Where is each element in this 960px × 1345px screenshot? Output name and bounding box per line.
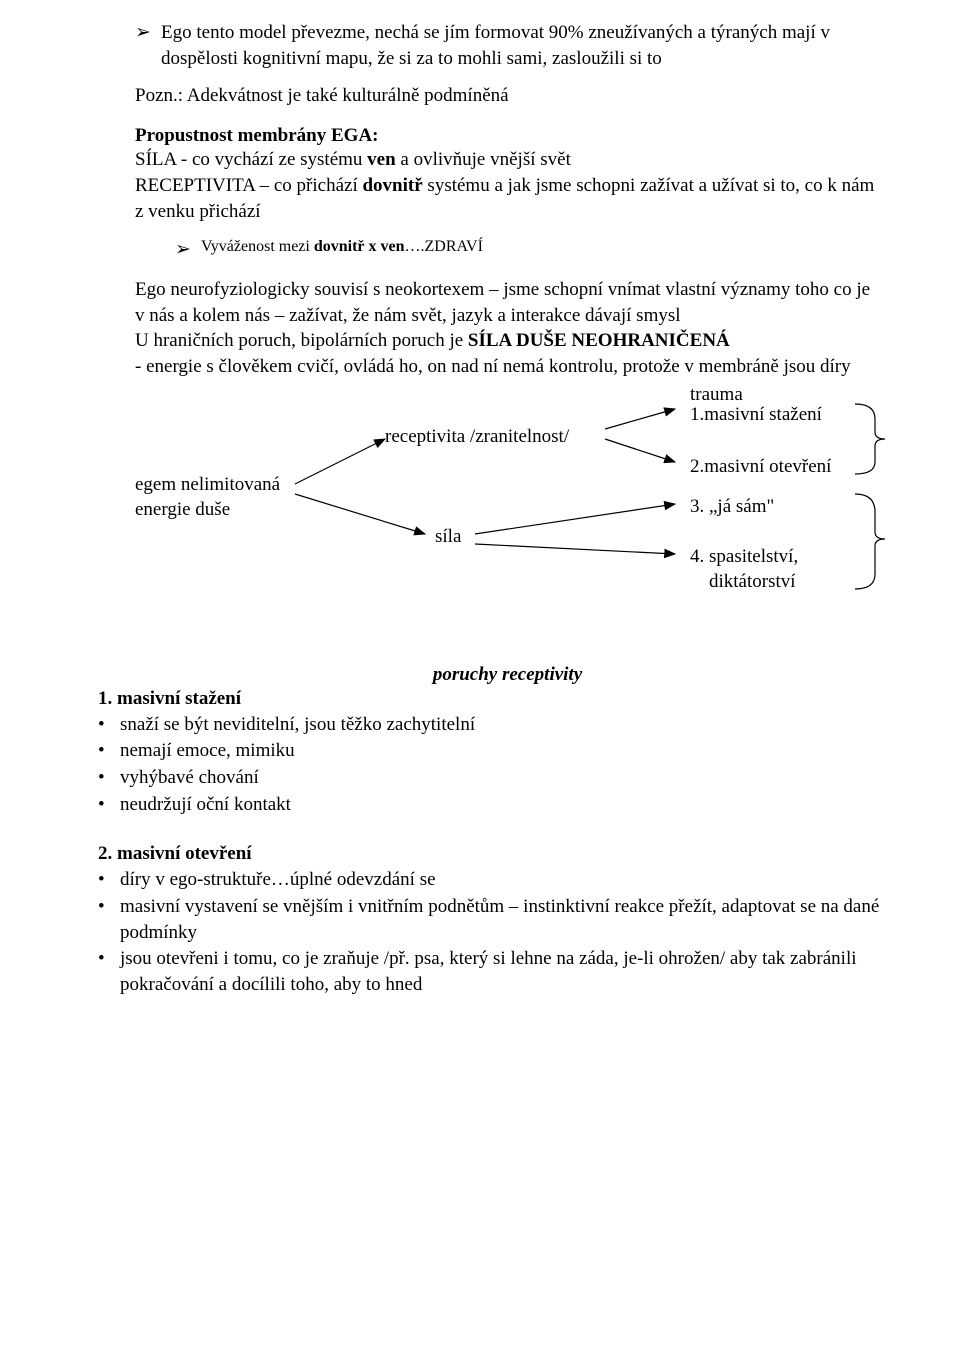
diagram: egem nelimitovaná energie duše receptivi… xyxy=(135,384,880,604)
pozn-line: Pozn.: Adekvátnost je také kulturálně po… xyxy=(135,85,880,107)
bullet-dot-icon: • xyxy=(80,867,120,893)
section1-list: •snaží se být neviditelní, jsou těžko za… xyxy=(80,712,880,818)
diagram-sila-label: síla xyxy=(435,524,461,550)
list-item: •masivní vystavení se vnějším i vnitřním… xyxy=(80,894,880,945)
bullet-dot-icon: • xyxy=(80,738,120,764)
list-item-text: masivní vystavení se vnějším i vnitřním … xyxy=(120,894,880,945)
vyvazenost-text: Vyváženost mezi dovnitř x ven….ZDRAVÍ xyxy=(201,238,483,261)
diagram-r4-label: 4. spasitelství, diktátorství xyxy=(690,544,798,595)
diagram-r3-label: 3. „já sám" xyxy=(690,494,774,520)
top-bullet-text: Ego tento model převezme, nechá se jím f… xyxy=(161,20,880,71)
bullet-dot-icon: • xyxy=(80,894,120,920)
page: ➢ Ego tento model převezme, nechá se jím… xyxy=(0,0,960,1345)
membrana-heading: Propustnost membrány EGA: xyxy=(135,125,880,147)
bullet-dot-icon: • xyxy=(80,946,120,972)
top-bullet-row: ➢ Ego tento model převezme, nechá se jím… xyxy=(135,20,880,71)
section2-list: •díry v ego-struktuře…úplné odevzdání se… xyxy=(80,867,880,997)
list-item: •vyhýbavé chování xyxy=(80,765,880,791)
arrow-icon: ➢ xyxy=(135,20,161,46)
list-item-text: jsou otevřeni i tomu, co je zraňuje /př.… xyxy=(120,946,880,997)
bullet-dot-icon: • xyxy=(80,712,120,738)
section1-heading: 1. masivní stažení xyxy=(98,688,880,710)
list-item: •jsou otevřeni i tomu, co je zraňuje /př… xyxy=(80,946,880,997)
vyvazenost-row: ➢ Vyváženost mezi dovnitř x ven….ZDRAVÍ xyxy=(175,238,880,261)
poruchy-title: poruchy receptivity xyxy=(135,664,880,686)
ego-block: Ego neurofyziologicky souvisí s neokorte… xyxy=(135,277,880,380)
bullet-dot-icon: • xyxy=(80,792,120,818)
list-item-text: nemají emoce, mimiku xyxy=(120,738,295,764)
bullet-dot-icon: • xyxy=(80,765,120,791)
diagram-receptivita-label: receptivita /zranitelnost/ xyxy=(385,424,569,450)
diagram-left-label: egem nelimitovaná energie duše xyxy=(135,472,280,523)
list-item-text: díry v ego-struktuře…úplné odevzdání se xyxy=(120,867,436,893)
section2-heading: 2. masivní otevření xyxy=(98,843,880,865)
list-item: •neudržují oční kontakt xyxy=(80,792,880,818)
list-item: •nemají emoce, mimiku xyxy=(80,738,880,764)
list-item-text: snaží se být neviditelní, jsou těžko zac… xyxy=(120,712,475,738)
arrow-icon: ➢ xyxy=(175,238,201,261)
membrana-heading-text: Propustnost membrány EGA xyxy=(135,125,372,146)
diagram-r1-label: 1.masivní stažení xyxy=(690,402,822,428)
list-item: •díry v ego-struktuře…úplné odevzdání se xyxy=(80,867,880,893)
membrana-paragraph: SÍLA - co vychází ze systému ven a ovliv… xyxy=(135,147,880,224)
diagram-r2-label: 2.masivní otevření xyxy=(690,454,831,480)
list-item: •snaží se být neviditelní, jsou těžko za… xyxy=(80,712,880,738)
list-item-text: neudržují oční kontakt xyxy=(120,792,291,818)
list-item-text: vyhýbavé chování xyxy=(120,765,259,791)
